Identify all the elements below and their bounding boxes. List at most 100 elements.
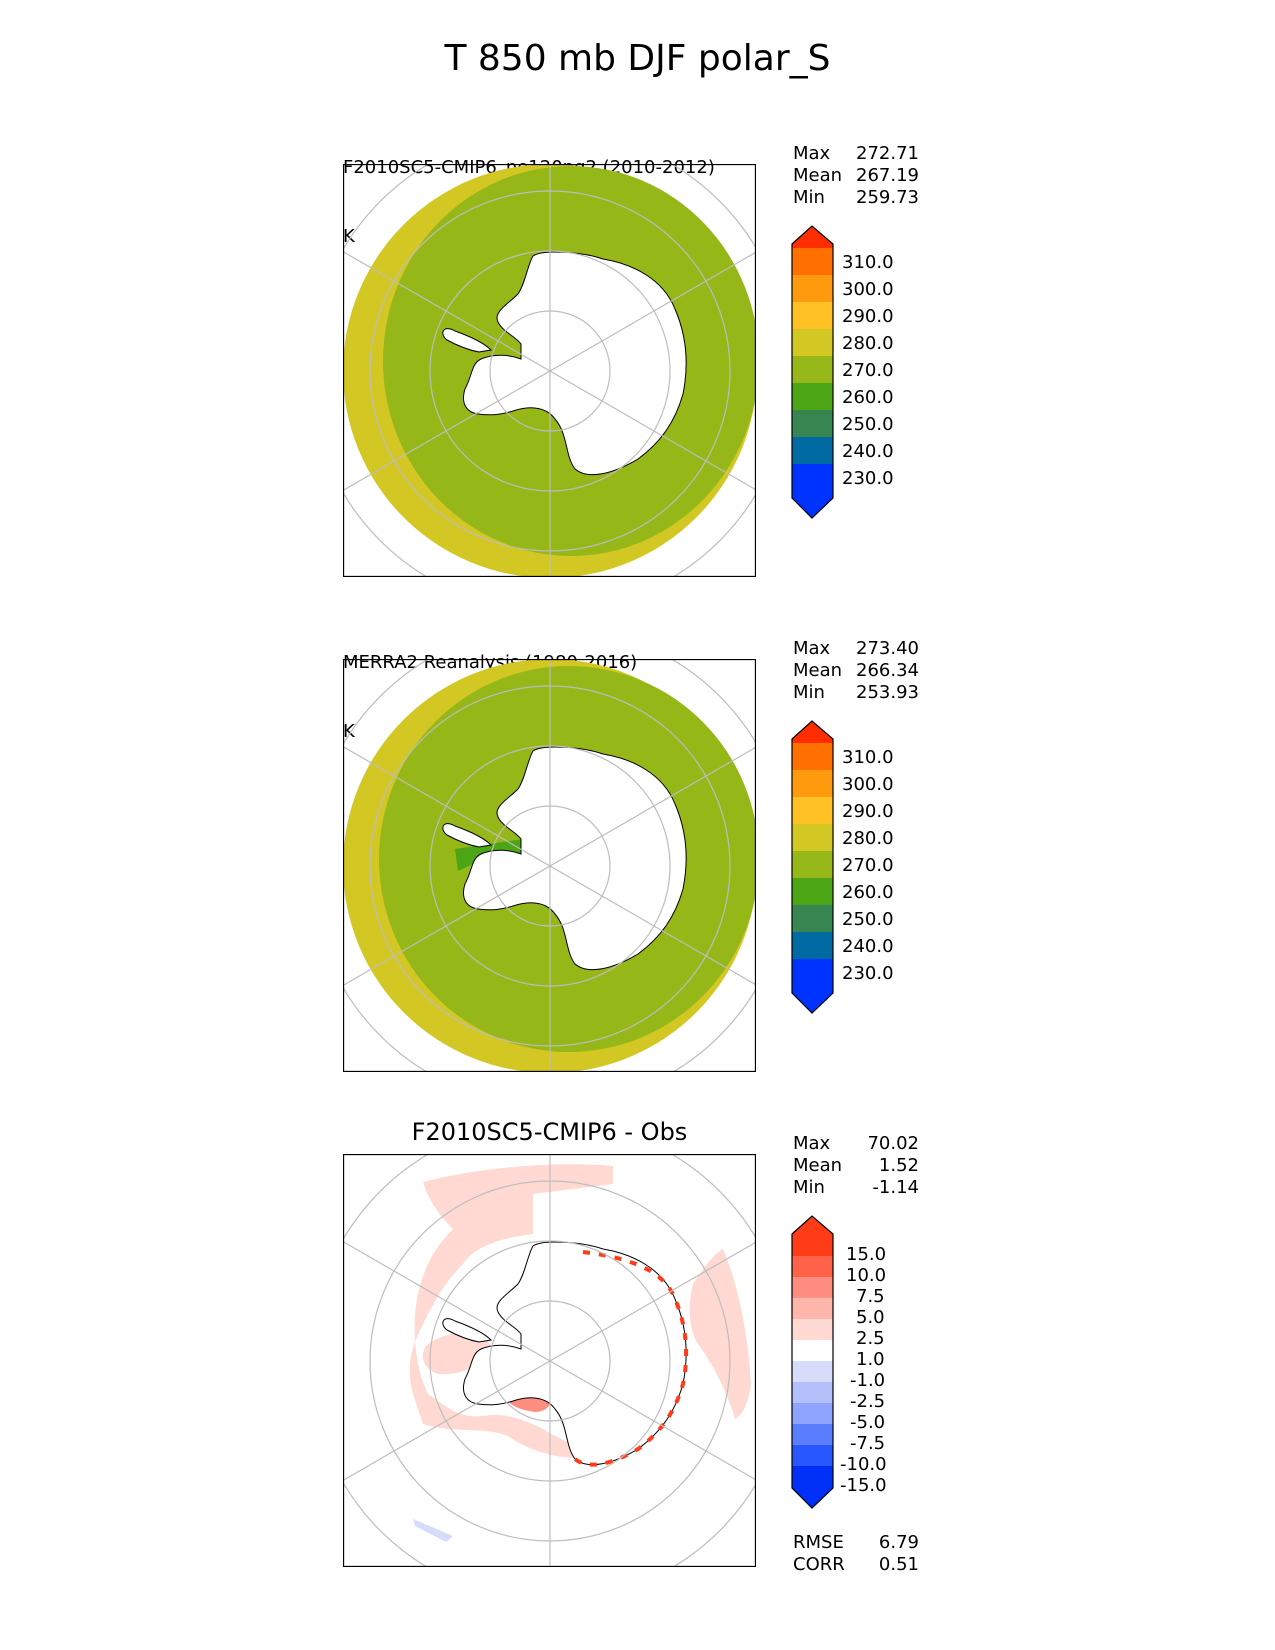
cbar-segment [792, 437, 833, 464]
peninsula [442, 328, 493, 353]
cbar-segment [792, 275, 833, 302]
figure-title: T 850 mb DJF polar_S [444, 38, 831, 79]
cbar-segment [792, 1445, 833, 1466]
cbar-segment [792, 356, 833, 383]
cbar-tick-label: 310.0 [842, 747, 894, 768]
stat-value: 272.71 [856, 143, 919, 164]
cbar-segment [792, 905, 833, 932]
map-frame [343, 659, 756, 1072]
stat-label: Min [793, 1177, 825, 1198]
cbar-outline [791, 1215, 834, 1509]
stat-value: 267.19 [856, 165, 919, 186]
panel3-metrics: RMSE 6.79 CORR 0.51 [793, 1532, 919, 1576]
cbar-segment [792, 248, 833, 275]
cbar-tick-label: -7.5 [850, 1433, 886, 1454]
negative-bias-region [413, 1519, 453, 1542]
stat-label: Mean [793, 1155, 843, 1176]
panel3-map [343, 1154, 756, 1567]
cbar-tick-label: 240.0 [842, 936, 894, 957]
cbar-tick-label: 5.0 [856, 1307, 885, 1328]
stat-label: Max [793, 1133, 831, 1154]
cbar-tick-label: 230.0 [842, 963, 894, 984]
cbar-segment [792, 1403, 833, 1424]
cbar-tick-label: 1.0 [856, 1349, 885, 1370]
antarctica-ice [463, 746, 687, 971]
stat-label: Mean [793, 660, 843, 681]
stat-label: Max [793, 143, 831, 164]
panel3-title: F2010SC5-CMIP6 - Obs [411, 1118, 688, 1146]
map-frame [343, 1154, 756, 1567]
cbar-tick-label: 260.0 [842, 387, 894, 408]
graticule [343, 659, 756, 1072]
cbar-segment [792, 959, 833, 1013]
antarctica-ice [463, 251, 687, 476]
graticule [343, 164, 756, 577]
panel1-units: K [343, 226, 355, 247]
stat-label: Min [793, 187, 825, 208]
panel1-colorbar [791, 225, 834, 519]
cbar-tick-label: 290.0 [842, 801, 894, 822]
metric-value: 6.79 [878, 1532, 919, 1553]
cbar-segment [792, 770, 833, 797]
stat-label: Mean [793, 165, 843, 186]
panel2-units: K [343, 721, 355, 742]
cbar-tick-label: -1.0 [850, 1370, 886, 1391]
panel3-stats: Max 70.02 Mean 1.52 Min -1.14 [793, 1133, 919, 1199]
cbar-outline [791, 225, 834, 519]
panel2-stats: Max 273.40 Mean 266.34 Min 253.93 [793, 638, 919, 704]
panel3-colorbar [791, 1215, 834, 1509]
cbar-tick-label: 250.0 [842, 414, 894, 435]
panel2-map [343, 659, 756, 1072]
cbar-tick-label: 10.0 [846, 1265, 887, 1286]
cbar-segment [792, 329, 833, 356]
cbar-tick-label: -10.0 [840, 1454, 887, 1475]
cbar-segment [792, 851, 833, 878]
cbar-segment [792, 797, 833, 824]
cbar-tick-label: 230.0 [842, 468, 894, 489]
cbar-tick-label: 300.0 [842, 774, 894, 795]
cbar-tick-label: 290.0 [842, 306, 894, 327]
stat-value: 70.02 [867, 1133, 919, 1154]
cbar-segment [792, 410, 833, 437]
cbar-tick-label: -5.0 [850, 1412, 886, 1433]
cbar-tick-label: 240.0 [842, 441, 894, 462]
peninsula [442, 1318, 493, 1343]
cbar-segment [792, 824, 833, 851]
panel1-stats: Max 272.71 Mean 267.19 Min 259.73 [793, 143, 919, 209]
cbar-tick-label: 15.0 [846, 1244, 887, 1265]
cbar-tick-label: 7.5 [856, 1286, 885, 1307]
cbar-segment [792, 1466, 833, 1508]
stat-value: 1.52 [878, 1155, 919, 1176]
cbar-segment [792, 1216, 833, 1256]
stat-value: 253.93 [856, 682, 919, 703]
cbar-segment [792, 1382, 833, 1403]
cbar-tick-label: 250.0 [842, 909, 894, 930]
cbar-segment [792, 464, 833, 518]
cbar-segment [792, 1319, 833, 1340]
cbar-tick-label: 280.0 [842, 828, 894, 849]
cbar-outline [791, 720, 834, 1014]
cbar-segment [792, 302, 833, 329]
cbar-segment [792, 1298, 833, 1319]
peninsula [442, 823, 493, 848]
metric-value: 0.51 [878, 1554, 919, 1575]
stat-value: -1.14 [872, 1177, 919, 1198]
stat-label: Max [793, 638, 831, 659]
cbar-tick-label: -2.5 [850, 1391, 886, 1412]
cbar-segment [792, 1256, 833, 1277]
cbar-segment [792, 1361, 833, 1382]
panel2-colorbar [791, 720, 834, 1014]
cbar-tick-label: 310.0 [842, 252, 894, 273]
cbar-segment [792, 1277, 833, 1298]
stat-value: 266.34 [856, 660, 919, 681]
cbar-tick-label: 300.0 [842, 279, 894, 300]
cbar-tick-label: -15.0 [840, 1475, 887, 1496]
cbar-segment [792, 932, 833, 959]
cbar-segment [792, 1424, 833, 1445]
cbar-segment [792, 721, 833, 743]
map-frame [343, 164, 756, 577]
cbar-tick-label: 280.0 [842, 333, 894, 354]
cbar-segment [792, 1340, 833, 1361]
stat-value: 273.40 [856, 638, 919, 659]
stat-value: 259.73 [856, 187, 919, 208]
